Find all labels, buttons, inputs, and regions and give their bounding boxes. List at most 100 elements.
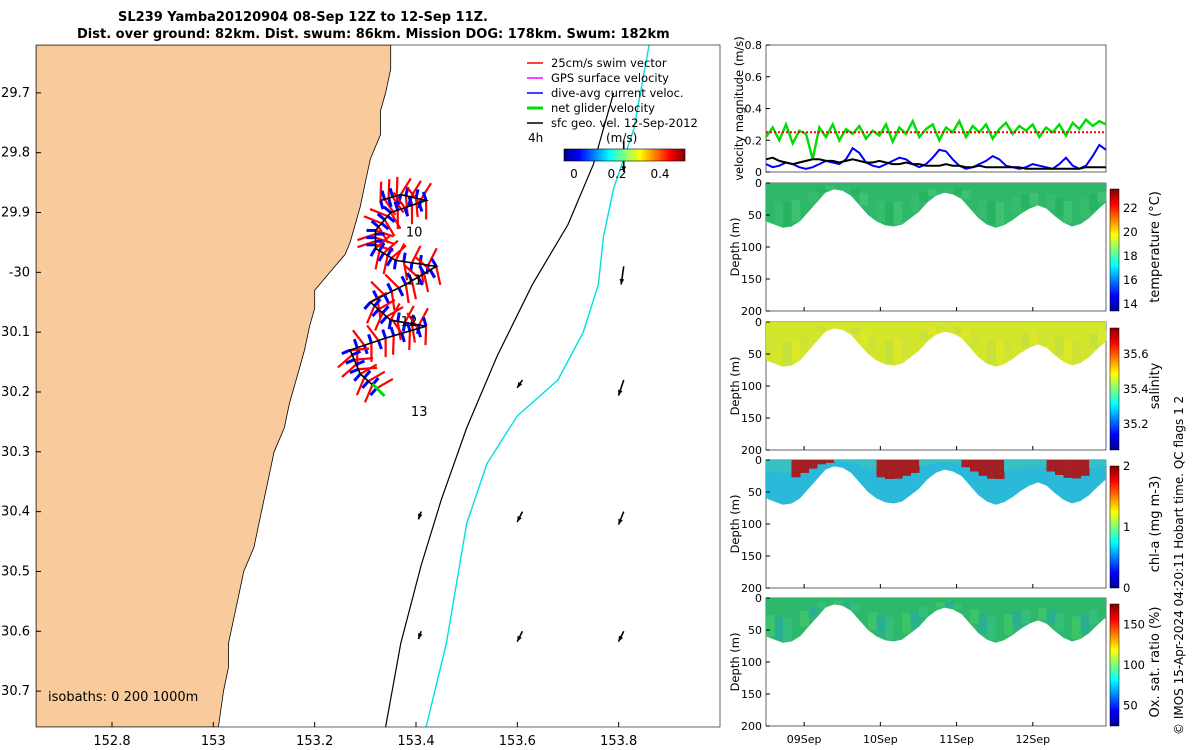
oxygen-cell [842, 601, 852, 606]
oxygen-cell [825, 600, 835, 605]
geo-vector-head [517, 635, 522, 642]
current-vector [369, 247, 377, 257]
salinity-cell [1089, 334, 1098, 349]
chlorophyll-colorbar [1109, 465, 1120, 589]
isobath-200 [385, 92, 615, 727]
oxygen-cell [876, 615, 886, 637]
swim-vector [341, 363, 357, 378]
salinity-cell [1029, 332, 1039, 345]
chlorophyll-cell [1012, 460, 1022, 470]
x-tick-label: 153.2 [296, 734, 333, 749]
swim-vector [365, 305, 376, 324]
oxygen-cell [995, 617, 1005, 641]
temperature-cell [1072, 201, 1081, 224]
current-vector [380, 190, 387, 200]
temperature-cell [978, 198, 988, 219]
legend-entry: GPS surface velocity [551, 71, 669, 85]
swim-vector [420, 182, 432, 200]
chlorophyll-cell [953, 460, 962, 464]
salinity-cell [859, 332, 869, 345]
salinity-cell [910, 334, 920, 351]
salinity-cell [1046, 333, 1056, 348]
current-vector [377, 340, 383, 350]
y-tick-label: 30.1 [1, 325, 30, 340]
salinity-cell [1072, 340, 1081, 363]
swim-vector [383, 219, 396, 237]
current-vector [377, 252, 385, 262]
salinity-cell [1063, 339, 1073, 362]
current-vector [381, 305, 390, 315]
current-vector [414, 189, 420, 199]
chlorophyll-cell [1089, 460, 1098, 469]
footer-note: © IMOS 15-Apr-2024 04:20:11 Hobart time.… [1172, 395, 1186, 735]
y-tick-label: 200 [741, 305, 762, 318]
temperature-cell [1046, 194, 1056, 209]
swim-vector [404, 284, 410, 304]
chlorophyll-cell [1072, 460, 1081, 479]
current-vector [371, 308, 380, 318]
swim-vector [410, 323, 416, 343]
current-vector [403, 207, 410, 217]
swim-vector [389, 302, 401, 321]
current-vector [387, 319, 393, 330]
chlorophyll-cell [1080, 460, 1090, 476]
current-vector [407, 196, 414, 206]
salinity-cell [1012, 335, 1022, 353]
colorbar-tick-label: 1 [1123, 520, 1130, 534]
y-tick-label: 0.6 [745, 71, 763, 84]
temperature-cell [961, 190, 971, 199]
oxygen-cell [936, 602, 945, 608]
x-tick-label: 153.8 [600, 734, 637, 749]
chlorophyll-cell [919, 460, 928, 466]
current-vector [386, 247, 394, 257]
chlorophyll-cell [1038, 460, 1047, 467]
current-vector [376, 212, 386, 221]
swim-vector [435, 266, 442, 286]
chlorophyll-cell [944, 460, 954, 463]
current-vector [387, 197, 393, 208]
oxygen-cell [834, 600, 843, 605]
current-vector [400, 332, 406, 343]
temperature-colorbar [1109, 188, 1120, 312]
salinity-cell [961, 329, 971, 338]
y-tick-label: 0 [755, 592, 762, 605]
swim-vector [377, 298, 396, 311]
salinity-cell [825, 324, 835, 329]
current-vector [369, 387, 378, 397]
swim-vector [374, 250, 381, 270]
oxygen-ylabel: Depth (m) [730, 633, 742, 692]
swim-vector [363, 384, 374, 403]
y-tick-label: 0 [755, 316, 762, 329]
oxygen-cell [953, 603, 962, 610]
colorbar-tick-label: 20 [1123, 225, 1138, 239]
chlorophyll-cell [868, 460, 877, 470]
salinity-cell [834, 324, 843, 329]
legend-entry: 25cm/s swim vector [551, 56, 667, 70]
oxygen-cell [885, 617, 894, 641]
chlorophyll-cell [995, 460, 1005, 480]
salinity-cell [936, 326, 945, 332]
y-tick-label: 200 [741, 444, 762, 457]
salinity-cell [791, 339, 801, 361]
temperature-cell [783, 202, 792, 227]
oxygen-cell [817, 602, 826, 608]
x-tick-label: 153 [201, 734, 226, 749]
isobath-note: isobaths: 0 200 1000m [48, 690, 198, 705]
swim-vector [352, 329, 366, 346]
velocity-ylabel: velocity magnitude (m/s) [732, 36, 746, 181]
y-tick-label: 50 [748, 486, 762, 499]
current-vector [349, 367, 359, 375]
oxygen-cell [783, 617, 792, 642]
legend-entry: dive-avg current veloc. [551, 86, 684, 100]
colorbar-tick-label: 0 [570, 167, 578, 181]
geo-vector-head [517, 516, 522, 523]
salinity-cell [766, 339, 775, 361]
temperature-cell [893, 201, 903, 225]
day-label: 12 [401, 315, 418, 330]
oxygen-cell [919, 606, 928, 618]
geo-vector-head [619, 278, 625, 285]
y-tick-label: 0.8 [745, 39, 763, 52]
salinity-ylabel: Depth (m) [730, 357, 742, 416]
chlorophyll-section [766, 460, 1106, 505]
